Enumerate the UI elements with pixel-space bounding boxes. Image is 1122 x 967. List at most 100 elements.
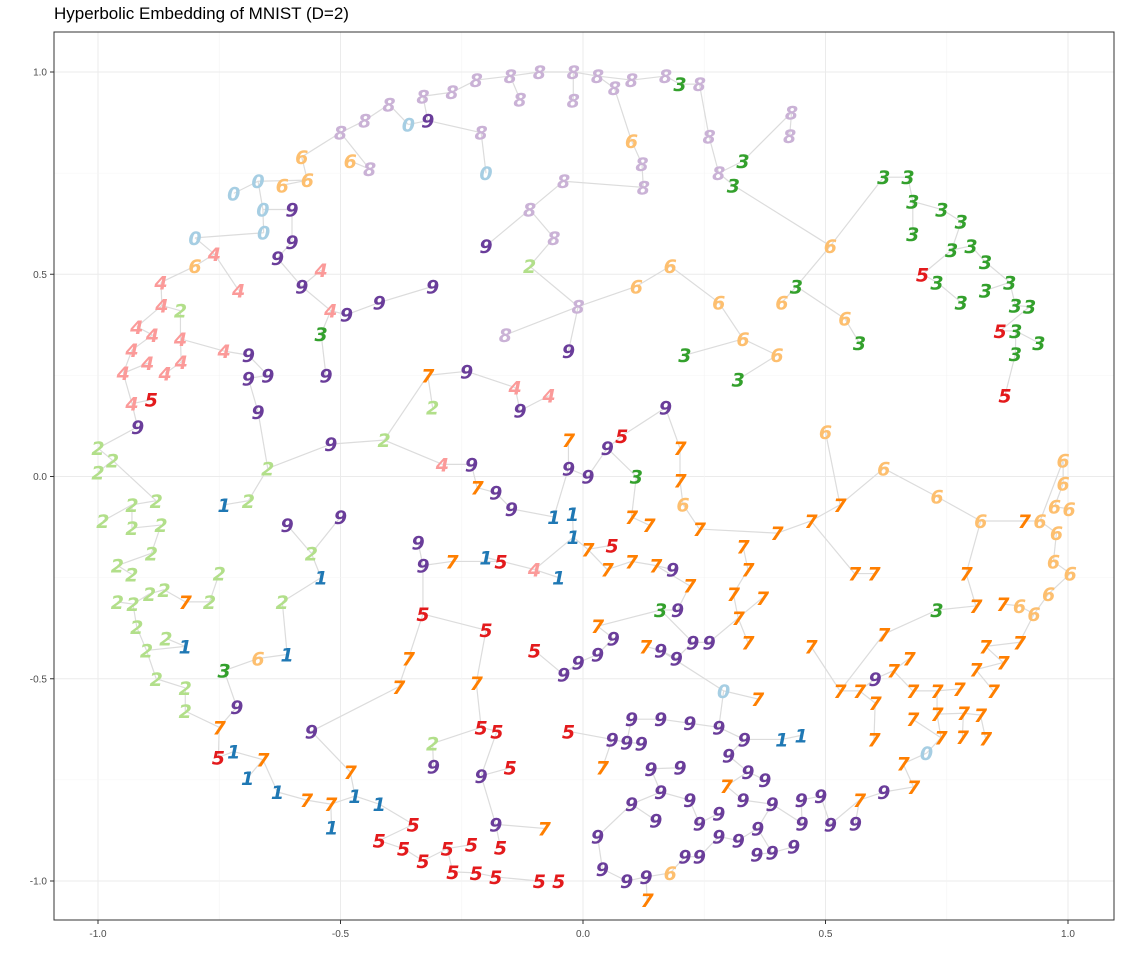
digit-point-2: 2: [154, 515, 167, 537]
tree-edge: [844, 318, 860, 344]
tree-edge: [660, 609, 694, 643]
tree-edge: [534, 649, 564, 676]
tree-edge: [737, 617, 749, 643]
tree-edge: [732, 593, 739, 619]
digit-point-2: 2: [126, 594, 139, 616]
tree-edge: [728, 755, 749, 773]
tree-edge: [145, 650, 157, 679]
digit-point-9: 9: [513, 401, 526, 423]
digit-point-9: 9: [505, 499, 518, 521]
tree-edge: [645, 872, 671, 878]
digit-point-3: 3: [1009, 296, 1022, 318]
tree-edge: [587, 544, 613, 550]
tree-edge: [447, 844, 472, 850]
tree-edge: [102, 504, 133, 522]
digit-point-6: 6: [344, 151, 357, 173]
y-tick-label: 0.0: [33, 472, 47, 483]
digit-point-9: 9: [736, 790, 749, 812]
digit-point-2: 2: [157, 580, 170, 602]
tree-edge: [975, 661, 1004, 671]
tree-edge: [320, 333, 327, 376]
x-tick-label: 0.5: [819, 929, 833, 940]
tree-edge: [577, 285, 637, 308]
tree-edge: [422, 96, 429, 121]
digit-point-9: 9: [732, 831, 745, 853]
digit-point-4: 4: [124, 340, 138, 362]
tree-edge: [446, 848, 454, 872]
digit-point-8: 8: [693, 74, 706, 96]
digit-point-7: 7: [960, 564, 974, 586]
digit-point-6: 6: [1047, 551, 1060, 573]
digit-point-3: 3: [1032, 333, 1045, 355]
digit-point-9: 9: [766, 794, 779, 816]
tree-edge: [495, 876, 540, 882]
tree-edge: [257, 411, 269, 469]
tree-edge: [349, 160, 370, 170]
tree-edge: [883, 786, 914, 793]
tree-edge: [165, 637, 186, 647]
digit-point-9: 9: [557, 665, 570, 687]
tree-edge: [757, 803, 773, 829]
digit-point-9: 9: [230, 697, 243, 719]
tree-edge: [854, 799, 861, 824]
digit-point-4: 4: [527, 560, 541, 582]
digit-point-6: 6: [1048, 497, 1061, 519]
tree-edge: [398, 658, 409, 688]
digit-point-3: 3: [732, 369, 745, 391]
tree-edge: [301, 132, 341, 158]
tree-edge: [682, 503, 700, 530]
tree-edge: [247, 378, 259, 412]
tree-edge: [631, 803, 657, 821]
tree-edge: [801, 795, 821, 801]
tree-edge: [1015, 330, 1040, 344]
digit-point-4: 4: [157, 363, 171, 385]
tree-edge: [602, 868, 627, 882]
tree-edge: [839, 467, 885, 506]
tree-edge: [979, 714, 987, 739]
tree-edge: [262, 759, 278, 793]
digit-point-6: 6: [276, 175, 289, 197]
tree-edge: [310, 553, 322, 578]
digit-point-9: 9: [591, 827, 604, 849]
tree-edge: [117, 601, 134, 605]
tree-edge: [1053, 483, 1064, 507]
digit-point-2: 2: [242, 491, 255, 513]
tree-edge: [117, 552, 152, 567]
digit-point-7: 7: [930, 704, 944, 726]
digit-point-9: 9: [591, 644, 604, 666]
tree-edge: [810, 504, 841, 522]
tree-edge: [737, 597, 763, 619]
digit-point-0: 0: [188, 228, 201, 250]
tree-edge: [277, 791, 307, 801]
tree-edge: [408, 119, 428, 126]
digit-point-4: 4: [323, 301, 337, 323]
tree-edge: [194, 237, 215, 255]
digit-point-7: 7: [877, 624, 891, 646]
digit-point-7: 7: [751, 689, 765, 711]
digit-point-4: 4: [173, 329, 187, 351]
digit-point-8: 8: [533, 62, 546, 84]
tree-edge: [476, 75, 511, 81]
tree-edge: [1039, 520, 1057, 534]
digit-point-9: 9: [795, 813, 808, 835]
digit-point-9: 9: [693, 813, 706, 835]
digit-point-6: 6: [1050, 523, 1063, 545]
digit-point-9: 9: [324, 434, 337, 456]
tree-edge: [631, 516, 650, 526]
digit-point-9: 9: [751, 818, 764, 840]
tree-edge: [122, 349, 133, 374]
digit-point-9: 9: [738, 729, 751, 751]
tree-edge: [1048, 573, 1071, 595]
tree-edge: [247, 759, 264, 779]
tree-edge: [330, 310, 347, 316]
tree-edge: [354, 795, 380, 805]
digit-point-9: 9: [319, 365, 332, 387]
digit-point-9: 9: [421, 111, 434, 133]
digit-point-7: 7: [906, 709, 920, 731]
tree-edge: [660, 649, 724, 692]
tree-edge: [698, 836, 720, 858]
tree-edge: [874, 670, 894, 680]
tree-edge: [185, 710, 220, 728]
tree-edge: [364, 103, 390, 122]
